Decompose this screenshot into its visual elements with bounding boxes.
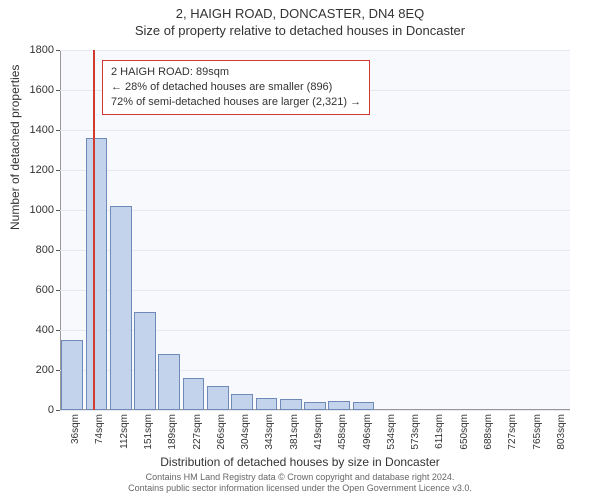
- histogram-bar: [110, 206, 132, 410]
- histogram-bar: [231, 394, 253, 410]
- footnote-line1: Contains HM Land Registry data © Crown c…: [146, 472, 455, 482]
- x-tick-label: 112sqm: [119, 414, 130, 449]
- histogram-bar: [158, 354, 180, 410]
- histogram-bar: [183, 378, 205, 410]
- histogram-bar: [86, 138, 108, 410]
- histogram-bar: [304, 402, 326, 410]
- y-tick-mark: [56, 90, 60, 91]
- histogram-bar: [353, 402, 375, 410]
- x-tick-label: 227sqm: [192, 414, 203, 450]
- gridline: [60, 290, 570, 291]
- y-tick-mark: [56, 130, 60, 131]
- annotation-box: 2 HAIGH ROAD: 89sqm← 28% of detached hou…: [102, 60, 370, 115]
- gridline: [60, 410, 570, 411]
- y-tick-label: 600: [36, 284, 54, 296]
- y-tick-label: 1600: [30, 84, 54, 96]
- x-tick-label: 458sqm: [337, 414, 348, 450]
- gridline: [60, 50, 570, 51]
- x-tick-label: 151sqm: [143, 414, 154, 450]
- annotation-line: 72% of semi-detached houses are larger (…: [111, 95, 361, 110]
- gridline: [60, 210, 570, 211]
- y-tick-label: 1800: [30, 44, 54, 56]
- x-tick-label: 419sqm: [313, 414, 324, 450]
- y-tick-mark: [56, 50, 60, 51]
- chart-subtitle: Size of property relative to detached ho…: [0, 23, 600, 40]
- y-tick-mark: [56, 170, 60, 171]
- x-tick-label: 534sqm: [386, 414, 397, 450]
- histogram-bar: [61, 340, 83, 410]
- annotation-line: 2 HAIGH ROAD: 89sqm: [111, 65, 361, 80]
- x-tick-label: 74sqm: [94, 414, 105, 444]
- histogram-bar: [134, 312, 156, 410]
- footnote-line2: Contains public sector information licen…: [128, 483, 472, 493]
- chart-container: 2, HAIGH ROAD, DONCASTER, DN4 8EQ Size o…: [0, 0, 600, 500]
- y-tick-mark: [56, 370, 60, 371]
- y-tick-label: 200: [36, 364, 54, 376]
- gridline: [60, 250, 570, 251]
- x-tick-label: 266sqm: [216, 414, 227, 450]
- histogram-bar: [328, 401, 350, 410]
- y-tick-mark: [56, 210, 60, 211]
- annotation-line: ← 28% of detached houses are smaller (89…: [111, 80, 361, 95]
- y-tick-label: 1200: [30, 164, 54, 176]
- y-tick-mark: [56, 250, 60, 251]
- histogram-bar: [280, 399, 302, 410]
- x-tick-label: 803sqm: [556, 414, 567, 450]
- x-tick-label: 765sqm: [532, 414, 543, 450]
- x-tick-label: 496sqm: [362, 414, 373, 450]
- gridline: [60, 130, 570, 131]
- x-tick-label: 727sqm: [507, 414, 518, 450]
- x-tick-label: 573sqm: [410, 414, 421, 450]
- plot-area: 02004006008001000120014001600180036sqm74…: [60, 50, 570, 410]
- x-tick-label: 381sqm: [289, 414, 300, 450]
- y-tick-mark: [56, 330, 60, 331]
- x-tick-label: 304sqm: [240, 414, 251, 450]
- x-tick-label: 189sqm: [167, 414, 178, 450]
- x-tick-label: 688sqm: [483, 414, 494, 450]
- x-tick-label: 611sqm: [434, 414, 445, 449]
- histogram-bar: [207, 386, 229, 410]
- y-tick-mark: [56, 290, 60, 291]
- histogram-bar: [256, 398, 278, 410]
- y-axis-label: Number of detached properties: [8, 65, 22, 230]
- y-tick-mark: [56, 410, 60, 411]
- y-tick-label: 1400: [30, 124, 54, 136]
- footnote: Contains HM Land Registry data © Crown c…: [0, 472, 600, 494]
- marker-line: [93, 50, 95, 410]
- y-tick-label: 0: [48, 404, 54, 416]
- gridline: [60, 170, 570, 171]
- chart-title: 2, HAIGH ROAD, DONCASTER, DN4 8EQ: [0, 0, 600, 23]
- y-tick-label: 400: [36, 324, 54, 336]
- x-axis-label: Distribution of detached houses by size …: [0, 455, 600, 469]
- y-tick-label: 800: [36, 244, 54, 256]
- x-tick-label: 650sqm: [459, 414, 470, 450]
- y-tick-label: 1000: [30, 204, 54, 216]
- x-tick-label: 343sqm: [264, 414, 275, 450]
- x-tick-label: 36sqm: [70, 414, 81, 444]
